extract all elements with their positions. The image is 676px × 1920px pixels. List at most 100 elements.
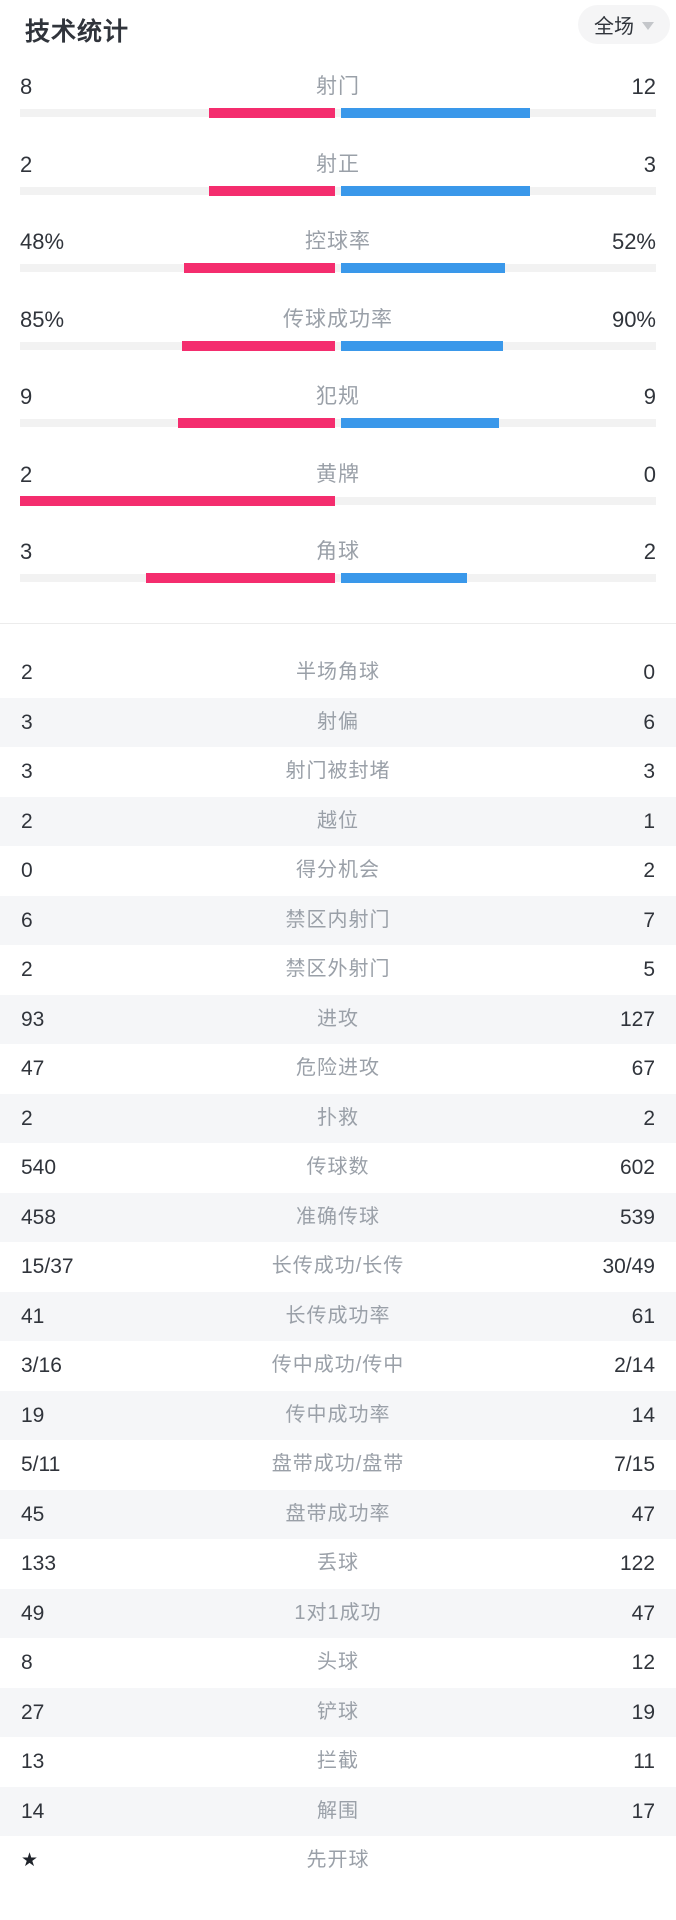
home-value: 0 bbox=[21, 859, 33, 882]
home-value: 540 bbox=[21, 1156, 57, 1179]
section-divider bbox=[0, 623, 676, 624]
stat-row: 2 越位 1 bbox=[0, 796, 676, 846]
stat-label: 拦截 bbox=[317, 1750, 359, 1772]
home-value: 15/37 bbox=[21, 1255, 74, 1278]
away-value: 12 bbox=[631, 74, 656, 99]
bar-stats-section: 8 射门 12 2 射正 3 48% 控球率 52% bbox=[0, 56, 676, 583]
stat-row: 133 丢球 122 bbox=[0, 1539, 676, 1589]
away-value: 2/14 bbox=[614, 1354, 655, 1377]
home-value: 2 bbox=[21, 1106, 33, 1130]
home-value: 41 bbox=[21, 1304, 45, 1328]
stat-label: 长传成功/长传 bbox=[271, 1255, 405, 1277]
away-value: 30/49 bbox=[602, 1255, 655, 1278]
away-value: 14 bbox=[631, 1403, 655, 1427]
stat-label: 犯规 bbox=[316, 385, 360, 408]
away-value: 67 bbox=[631, 1057, 655, 1080]
stat-row: 15/37 长传成功/长传 30/49 bbox=[0, 1242, 676, 1292]
home-value: 9 bbox=[20, 384, 33, 409]
stat-label: 盘带成功率 bbox=[285, 1502, 391, 1525]
stat-label: 传球数 bbox=[306, 1156, 370, 1178]
stat-label: 解围 bbox=[317, 1799, 359, 1822]
bar-stat: 2 射正 3 bbox=[0, 152, 676, 196]
home-bar bbox=[183, 263, 335, 273]
stat-row: 45 盘带成功率 47 bbox=[0, 1489, 676, 1539]
home-value: 45 bbox=[21, 1502, 45, 1526]
away-value: 11 bbox=[633, 1750, 655, 1773]
period-selector-button[interactable]: 全场 bbox=[578, 5, 670, 44]
stat-label: 1对1成功 bbox=[294, 1601, 382, 1624]
stat-row: 5/11 盘带成功/盘带 7/15 bbox=[0, 1440, 676, 1490]
bar-track bbox=[20, 419, 656, 427]
away-value: 61 bbox=[631, 1304, 655, 1328]
home-value: 2 bbox=[21, 809, 33, 833]
home-value: 27 bbox=[21, 1700, 45, 1724]
stat-row: 2 半场角球 0 bbox=[0, 648, 676, 698]
stat-row: 41 长传成功率 61 bbox=[0, 1291, 676, 1341]
stat-label: 射门被封堵 bbox=[285, 760, 391, 782]
stat-bar bbox=[20, 340, 656, 351]
stat-label: 射正 bbox=[316, 152, 360, 176]
stat-bar bbox=[20, 573, 656, 583]
home-value: 93 bbox=[21, 1007, 45, 1031]
home-value: 47 bbox=[21, 1057, 45, 1080]
home-value: 14 bbox=[21, 1799, 45, 1823]
home-value: 2 bbox=[20, 151, 33, 177]
stat-label: 进攻 bbox=[317, 1007, 359, 1030]
home-value: 3 bbox=[21, 710, 33, 734]
away-value: 90% bbox=[611, 306, 656, 332]
stat-label: 传中成功/传中 bbox=[271, 1354, 405, 1376]
stat-row: 3/16 传中成功/传中 2/14 bbox=[0, 1341, 676, 1391]
away-value: 47 bbox=[631, 1502, 655, 1526]
stat-bar bbox=[20, 418, 656, 428]
away-value: 0 bbox=[643, 461, 656, 487]
stat-row: 13 拦截 11 bbox=[0, 1737, 676, 1787]
home-value: 13 bbox=[21, 1750, 45, 1773]
home-value: 3 bbox=[21, 760, 33, 783]
away-bar bbox=[341, 108, 530, 118]
stat-row: 14 解围 17 bbox=[0, 1786, 676, 1836]
stat-bar bbox=[20, 495, 656, 506]
away-value: 9 bbox=[643, 384, 656, 409]
stat-label: 得分机会 bbox=[296, 859, 380, 881]
home-value: 2 bbox=[21, 958, 33, 981]
kickoff-star-icon: ★ bbox=[21, 1850, 39, 1871]
bar-stat: 2 黄牌 0 bbox=[0, 462, 676, 506]
away-bar bbox=[341, 340, 503, 351]
stat-label: 禁区外射门 bbox=[285, 958, 391, 980]
bar-track bbox=[20, 109, 656, 117]
stat-label: 危险进攻 bbox=[296, 1057, 380, 1079]
away-bar bbox=[341, 573, 467, 583]
home-value: 6 bbox=[21, 908, 33, 932]
stat-bar bbox=[20, 108, 656, 118]
away-value: 2 bbox=[643, 539, 656, 564]
header: 技术统计 全场 bbox=[0, 0, 676, 56]
away-value: 539 bbox=[619, 1205, 655, 1229]
home-value: 458 bbox=[21, 1205, 57, 1229]
stat-row: ★ 先开球 bbox=[0, 1836, 676, 1886]
stat-label: 铲球 bbox=[317, 1700, 359, 1723]
stat-row: 47 危险进攻 67 bbox=[0, 1044, 676, 1094]
stat-label: 先开球 bbox=[306, 1849, 370, 1871]
away-value: 127 bbox=[619, 1007, 655, 1031]
away-value: 5 bbox=[643, 958, 655, 981]
home-value: 3/16 bbox=[21, 1354, 62, 1377]
away-value: 602 bbox=[619, 1156, 655, 1179]
stat-label: 扑救 bbox=[317, 1106, 359, 1129]
stat-row: 540 传球数 602 bbox=[0, 1143, 676, 1193]
stat-label: 射偏 bbox=[317, 710, 359, 733]
home-value: 85% bbox=[20, 306, 65, 332]
stat-label: 越位 bbox=[317, 809, 359, 832]
stat-label: 半场角球 bbox=[296, 661, 380, 683]
bar-track bbox=[20, 186, 656, 195]
home-value: 19 bbox=[21, 1403, 45, 1427]
list-stats-section: 2 半场角球 0 3 射偏 6 3 射门被封堵 3 2 越位 1 0 得分机会 … bbox=[0, 648, 676, 1886]
home-value: 48% bbox=[20, 229, 65, 254]
home-bar bbox=[146, 573, 335, 583]
away-value: 0 bbox=[643, 661, 655, 684]
home-value: 49 bbox=[21, 1601, 45, 1625]
bar-stat: 3 角球 2 bbox=[0, 539, 676, 583]
stat-row: 3 射门被封堵 3 bbox=[0, 747, 676, 797]
stat-row: 6 禁区内射门 7 bbox=[0, 895, 676, 945]
home-bar bbox=[20, 495, 335, 506]
away-value: 7/15 bbox=[614, 1453, 655, 1476]
